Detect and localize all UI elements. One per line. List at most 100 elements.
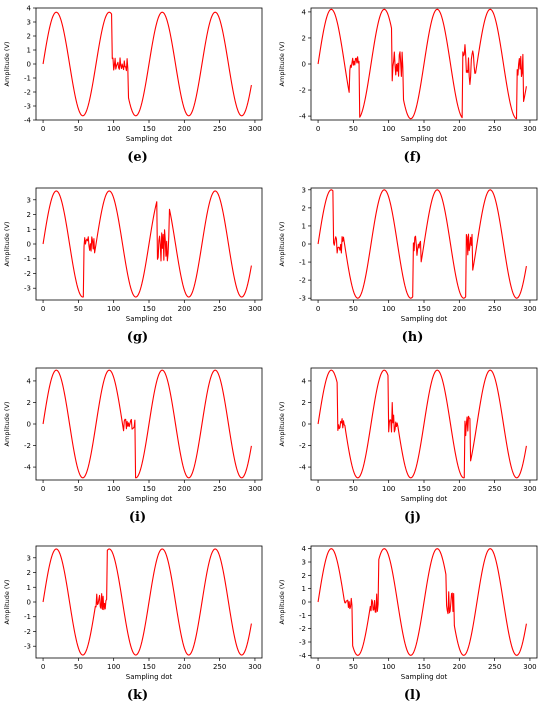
y-axis-label: Amplitude (V) bbox=[278, 402, 286, 447]
series-line bbox=[317, 8, 527, 120]
x-tick-label: 150 bbox=[417, 663, 430, 671]
chart-panel-k: 0 50 100 150 200 250 300 -3 -2 -1 0 1 2 3 Sampling dot… bbox=[0, 538, 275, 718]
y-tick-label: -2 bbox=[299, 442, 306, 450]
y-tick-label: 1 bbox=[27, 47, 31, 55]
y-tick-label: 0 bbox=[27, 421, 31, 429]
x-tick-label: 300 bbox=[523, 485, 536, 493]
x-tick-label: 250 bbox=[213, 305, 226, 313]
chart-e: 0 50 100 150 200 250 300 -4 -3 -2 -1 0 1 2 3 4 Sampling … bbox=[3, 5, 263, 143]
x-tick-label: 250 bbox=[488, 305, 501, 313]
x-tick-label: 50 bbox=[74, 663, 83, 671]
x-tick-label: 50 bbox=[349, 305, 358, 313]
x-tick-label: 300 bbox=[248, 305, 261, 313]
y-tick-label: 2 bbox=[27, 399, 31, 407]
y-axis-label: Amplitude (V) bbox=[3, 222, 11, 267]
x-tick-label: 200 bbox=[178, 485, 191, 493]
x-tick-label: 300 bbox=[523, 663, 536, 671]
x-tick-label: 300 bbox=[248, 663, 261, 671]
series-line bbox=[42, 548, 252, 656]
chart-panel-i: 0 50 100 150 200 250 300 -4 -2 0 2 4 Sampling dot Amp… bbox=[0, 360, 275, 540]
y-tick-label: 4 bbox=[27, 377, 32, 385]
y-tick-label: -3 bbox=[299, 639, 306, 647]
y-axis-label: Amplitude (V) bbox=[3, 42, 11, 87]
x-tick-label: 250 bbox=[213, 663, 226, 671]
x-tick-label: 0 bbox=[41, 305, 45, 313]
y-tick-label: -2 bbox=[24, 89, 31, 97]
chart-f: 0 50 100 150 200 250 300 -4 -2 0 2 4 Sampling dot Amp… bbox=[278, 7, 538, 143]
y-tick-label: 1 bbox=[302, 222, 306, 230]
series-line bbox=[42, 11, 252, 117]
y-tick-label: 2 bbox=[302, 399, 306, 407]
x-tick-label: 200 bbox=[453, 305, 466, 313]
y-tick-label: -2 bbox=[299, 87, 306, 95]
x-tick-label: 150 bbox=[417, 485, 430, 493]
x-tick-label: 0 bbox=[316, 125, 320, 133]
y-axis-label: Amplitude (V) bbox=[278, 580, 286, 625]
x-axis-label: Sampling dot bbox=[401, 495, 448, 503]
y-tick-label: -3 bbox=[24, 643, 31, 651]
y-tick-label: -1 bbox=[24, 613, 31, 621]
y-tick-label: 1 bbox=[27, 584, 31, 592]
x-axis-label: Sampling dot bbox=[401, 135, 448, 143]
x-tick-label: 50 bbox=[349, 485, 358, 493]
x-tick-label: 50 bbox=[349, 663, 358, 671]
y-tick-label: 4 bbox=[302, 8, 307, 16]
x-tick-label: 150 bbox=[142, 485, 155, 493]
x-tick-label: 100 bbox=[382, 305, 395, 313]
x-tick-label: 250 bbox=[213, 485, 226, 493]
series-line bbox=[317, 369, 527, 479]
x-tick-label: 200 bbox=[453, 485, 466, 493]
chart-h: 0 50 100 150 200 250 300 -3 -2 -1 0 1 2 3 Sampling dot… bbox=[278, 186, 538, 323]
x-tick-label: 250 bbox=[488, 125, 501, 133]
x-tick-label: 0 bbox=[41, 485, 45, 493]
chart-panel-e: 0 50 100 150 200 250 300 -4 -3 -2 -1 0 1 2 3 4 Sampling … bbox=[0, 0, 275, 180]
x-tick-label: 0 bbox=[316, 485, 320, 493]
x-tick-label: 200 bbox=[453, 125, 466, 133]
chart-panel-f: 0 50 100 150 200 250 300 -4 -2 0 2 4 Sampling dot Amp… bbox=[275, 0, 550, 180]
y-tick-label: -4 bbox=[299, 113, 307, 121]
y-tick-label: 4 bbox=[302, 545, 307, 553]
y-tick-label: 2 bbox=[302, 34, 306, 42]
y-tick-label: 3 bbox=[302, 186, 306, 194]
chart-l: 0 50 100 150 200 250 300 -4 -3 -2 -1 0 1 2 3 4 Sampling … bbox=[278, 545, 538, 681]
y-tick-label: 3 bbox=[27, 196, 31, 204]
series-line bbox=[42, 369, 252, 479]
x-tick-label: 250 bbox=[213, 125, 226, 133]
x-tick-label: 50 bbox=[74, 305, 83, 313]
x-tick-label: 50 bbox=[74, 125, 83, 133]
y-axis-label: Amplitude (V) bbox=[278, 222, 286, 267]
x-tick-label: 200 bbox=[453, 663, 466, 671]
x-tick-label: 100 bbox=[382, 125, 395, 133]
y-tick-label: -2 bbox=[299, 625, 306, 633]
chart-k: 0 50 100 150 200 250 300 -3 -2 -1 0 1 2 3 Sampling dot… bbox=[3, 545, 263, 681]
panel-label: (l) bbox=[403, 688, 422, 703]
y-tick-label: 0 bbox=[27, 599, 31, 607]
chart-j: 0 50 100 150 200 250 300 -4 -2 0 2 4 Sampling dot Amp… bbox=[278, 367, 538, 503]
y-tick-label: -3 bbox=[24, 285, 31, 293]
x-tick-label: 250 bbox=[488, 663, 501, 671]
y-tick-label: 0 bbox=[27, 241, 31, 249]
x-axis-label: Sampling dot bbox=[126, 135, 173, 143]
x-axis-label: Sampling dot bbox=[126, 673, 173, 681]
y-axis-label: Amplitude (V) bbox=[3, 580, 11, 625]
y-tick-label: -2 bbox=[24, 442, 31, 450]
y-tick-label: 0 bbox=[27, 61, 31, 69]
panel-label: (j) bbox=[403, 510, 421, 525]
y-tick-label: 2 bbox=[302, 572, 306, 580]
y-tick-label: 1 bbox=[302, 585, 306, 593]
y-tick-label: -4 bbox=[24, 117, 32, 125]
y-tick-label: 1 bbox=[27, 226, 31, 234]
y-tick-label: 2 bbox=[27, 569, 31, 577]
x-tick-label: 50 bbox=[74, 485, 83, 493]
x-tick-label: 100 bbox=[107, 485, 120, 493]
y-tick-label: -2 bbox=[24, 628, 31, 636]
chart-panel-j: 0 50 100 150 200 250 300 -4 -2 0 2 4 Sampling dot Amp… bbox=[275, 360, 550, 540]
panel-label: (e) bbox=[127, 150, 148, 165]
y-tick-label: -1 bbox=[24, 255, 31, 263]
y-tick-label: 2 bbox=[302, 204, 306, 212]
x-tick-label: 300 bbox=[523, 305, 536, 313]
x-tick-label: 100 bbox=[382, 485, 395, 493]
x-tick-label: 250 bbox=[488, 485, 501, 493]
y-tick-label: -1 bbox=[299, 612, 306, 620]
x-tick-label: 50 bbox=[349, 125, 358, 133]
